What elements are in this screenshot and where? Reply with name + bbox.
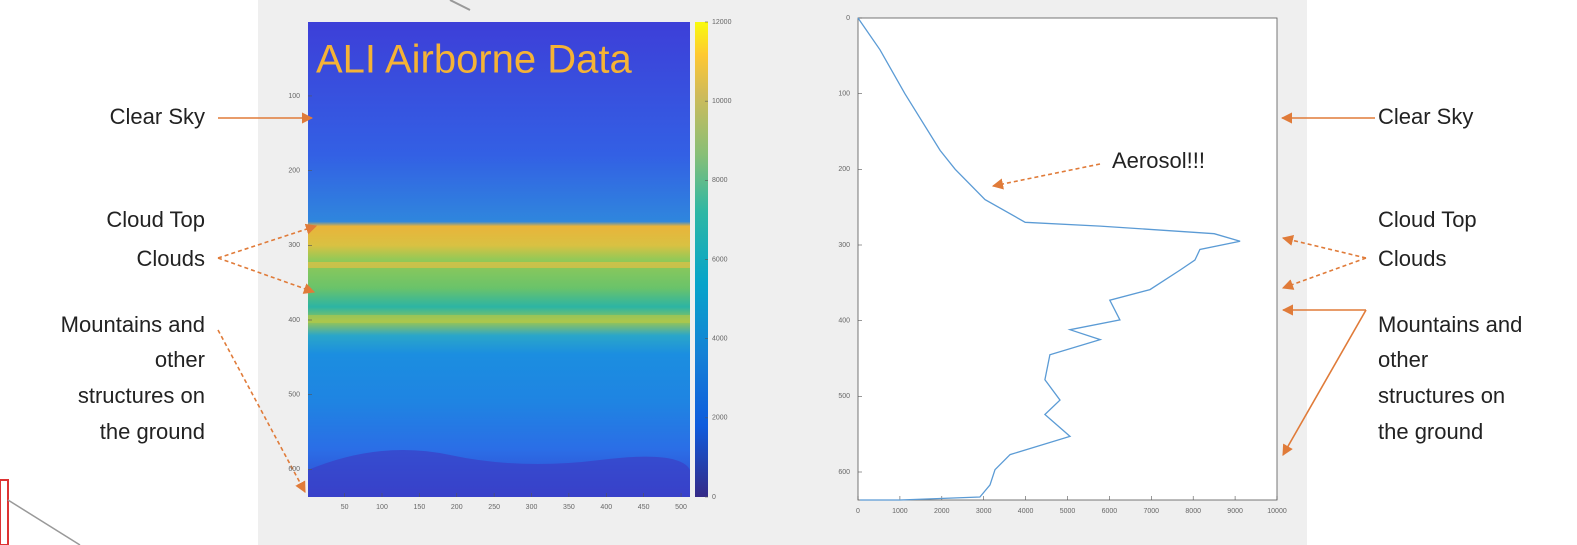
x-tick-label: 450 (638, 504, 650, 511)
heatmap-band (308, 262, 690, 268)
colorbar-tick-label: 10000 (712, 98, 732, 105)
colorbar-tick-label: 0 (712, 494, 716, 501)
colorbar-tick-label: 12000 (712, 19, 732, 26)
x-tick-label: 3000 (976, 508, 992, 515)
label: Clouds (1378, 246, 1446, 271)
arrow (217, 223, 318, 259)
arrow (1281, 234, 1367, 259)
x-tick-label: 8000 (1185, 508, 1201, 515)
y-tick-label: 500 (288, 392, 300, 399)
arrow (991, 163, 1101, 190)
x-tick-label: 0 (856, 508, 860, 515)
x-tick-label: 150 (414, 504, 426, 511)
arrow (1281, 257, 1367, 290)
x-tick-label: 1000 (892, 508, 908, 515)
x-tick-label: 2000 (934, 508, 950, 515)
y-tick-label: 500 (838, 393, 850, 400)
x-tick-label: 500 (675, 504, 687, 511)
plot-area (857, 17, 1278, 501)
decoration (7, 499, 81, 545)
label: structures on (1378, 383, 1505, 408)
y-tick-label: 200 (288, 167, 300, 174)
x-tick-label: 5000 (1060, 508, 1076, 515)
x-tick-label: 4000 (1018, 508, 1034, 515)
y-tick-label: 600 (288, 466, 300, 473)
decoration (449, 0, 471, 11)
label: Mountains and (61, 312, 205, 337)
y-tick-label: 100 (288, 93, 300, 100)
label: Cloud Top (106, 207, 205, 232)
x-tick-label: 7000 (1144, 508, 1160, 515)
x-tick-label: 400 (600, 504, 612, 511)
y-tick-label: 400 (288, 317, 300, 324)
y-tick-label: 100 (838, 91, 850, 98)
label: other (1378, 347, 1428, 372)
label: Cloud Top (1378, 207, 1477, 232)
label: the ground (100, 419, 205, 444)
x-tick-label: 200 (451, 504, 463, 511)
y-tick-label: 200 (838, 166, 850, 173)
colorbar-tick-label: 2000 (712, 415, 728, 422)
x-tick-label: 10000 (1267, 508, 1287, 515)
x-tick-label: 250 (488, 504, 500, 511)
heatmap-title: ALI Airborne Data (316, 38, 632, 82)
y-tick-label: 300 (288, 242, 300, 249)
label: Clear Sky (1378, 104, 1473, 129)
label: other (155, 347, 205, 372)
label: Mountains and (1378, 312, 1522, 337)
x-tick-label: 100 (376, 504, 388, 511)
arrows (217, 112, 1375, 493)
arrow (1282, 309, 1367, 456)
heatmap-image (308, 22, 690, 497)
x-tick-label: 6000 (1102, 508, 1118, 515)
x-tick-label: 50 (341, 504, 349, 511)
label: Clear Sky (110, 104, 205, 129)
heatmap-band (308, 315, 690, 323)
label: Clouds (137, 246, 205, 271)
label: the ground (1378, 419, 1483, 444)
label: Aerosol!!! (1112, 148, 1205, 173)
profile-line (857, 17, 1241, 501)
colorbar-tick-label: 8000 (712, 177, 728, 184)
colorbar (695, 22, 708, 497)
x-tick-label: 9000 (1227, 508, 1243, 515)
x-tick-label: 300 (526, 504, 538, 511)
y-tick-label: 300 (838, 242, 850, 249)
colorbar-tick-label: 6000 (712, 256, 728, 263)
arrow (217, 257, 316, 294)
heatmap-ground (308, 450, 690, 497)
label: structures on (78, 383, 205, 408)
colorbar-tick-label: 4000 (712, 336, 728, 343)
y-tick-label: 0 (846, 15, 850, 22)
arrow (217, 329, 306, 493)
decoration (0, 479, 9, 545)
x-tick-label: 350 (563, 504, 575, 511)
right-annotations: Clear Sky Cloud Top Clouds Mountains and… (1112, 104, 1522, 444)
left-annotations: Clear Sky Cloud Top Clouds Mountains and… (61, 104, 205, 444)
y-tick-label: 600 (838, 469, 850, 476)
y-tick-label: 400 (838, 318, 850, 325)
